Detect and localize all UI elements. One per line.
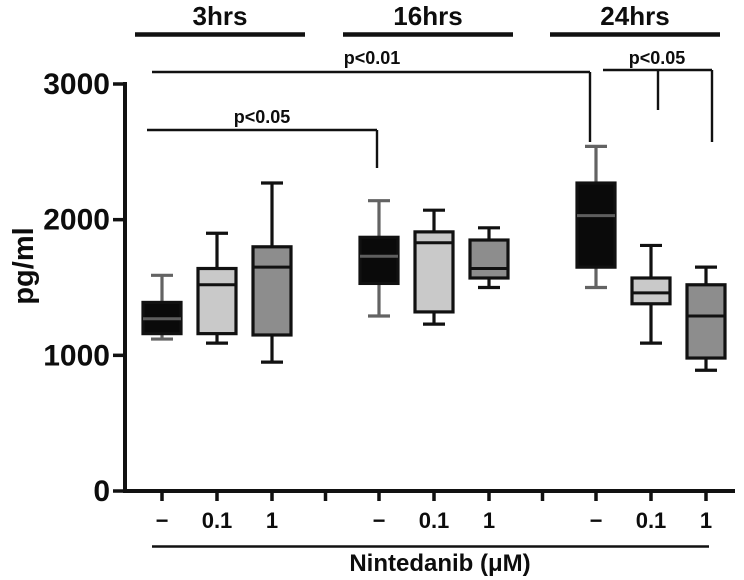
x-tick-label: − [373, 508, 386, 533]
box-iqr [358, 235, 400, 286]
x-tick-label: − [156, 508, 169, 533]
box-iqr [575, 181, 617, 269]
x-tick-label: 1 [266, 508, 278, 533]
y-tick-label: 3000 [43, 68, 110, 101]
box-iqr [251, 245, 293, 337]
group-header: 16hrs [393, 1, 462, 31]
y-tick-label: 1000 [43, 339, 110, 372]
x-tick-label: 0.1 [636, 508, 667, 533]
group-header: 3hrs [193, 1, 248, 31]
y-tick-label: 2000 [43, 204, 110, 237]
significance-label: p<0.01 [344, 48, 401, 68]
y-axis-title: pg/ml [8, 227, 40, 304]
box-iqr [196, 266, 238, 336]
x-tick-label: − [590, 508, 603, 533]
x-tick-label: 1 [700, 508, 712, 533]
y-tick-label: 0 [93, 475, 110, 508]
x-tick-label: 0.1 [419, 508, 450, 533]
x-tick-label: 0.1 [202, 508, 233, 533]
box-iqr [630, 276, 672, 306]
x-tick-label: 1 [483, 508, 495, 533]
box-iqr [685, 283, 727, 360]
significance-label: p<0.05 [629, 48, 686, 68]
group-header: 24hrs [600, 1, 669, 31]
box-iqr [468, 238, 510, 280]
significance-label: p<0.05 [234, 107, 291, 127]
box-iqr [413, 230, 455, 314]
x-axis-title: Nintedanib (μM) [349, 550, 530, 577]
